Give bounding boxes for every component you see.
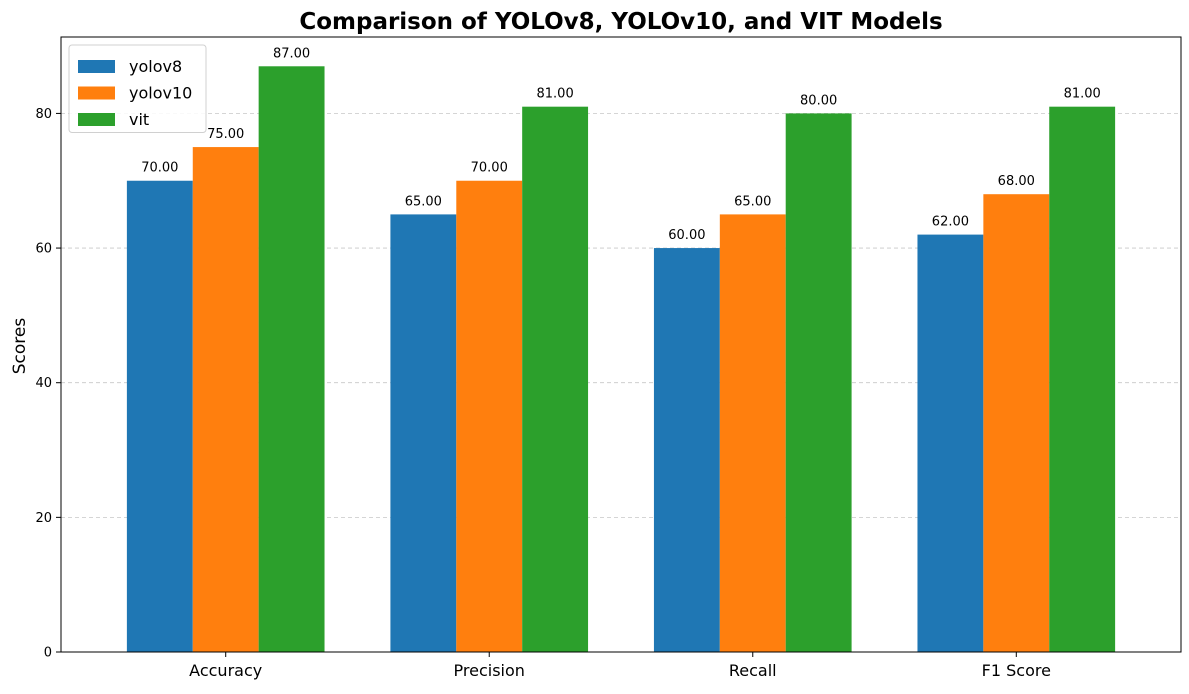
bar-vit-3 xyxy=(1049,106,1116,652)
bar-yolov8-3 xyxy=(917,234,984,652)
axes: 0 20 40 60 80 Accuracy Precision Recall F1 Score xyxy=(35,36,1182,680)
x-tick-label: Recall xyxy=(729,661,777,680)
bars xyxy=(126,66,1116,653)
bar-vit-2 xyxy=(785,113,852,652)
data-labels: 70.00 65.00 60.00 62.00 75.00 70.00 65.00 68.00… xyxy=(141,46,1101,243)
data-label: 81.00 xyxy=(1064,87,1101,102)
data-label: 87.00 xyxy=(273,46,310,61)
data-label: 60.00 xyxy=(668,228,705,243)
x-tick-label: F1 Score xyxy=(982,661,1051,680)
legend-swatch-yolov8 xyxy=(78,60,115,73)
y-tick-label: 20 xyxy=(35,511,52,526)
bar-yolov10-3 xyxy=(983,194,1050,653)
bar-yolov8-2 xyxy=(653,248,720,652)
legend-label-yolov10: yolov10 xyxy=(129,84,192,103)
x-tick-label: Precision xyxy=(454,661,525,680)
data-label: 65.00 xyxy=(734,194,771,209)
bar-vit-0 xyxy=(258,66,325,653)
bar-vit-1 xyxy=(522,106,589,652)
x-tick-label: Accuracy xyxy=(189,661,262,680)
bar-yolov8-1 xyxy=(390,214,457,652)
data-label: 75.00 xyxy=(207,127,244,142)
bar-yolov10-1 xyxy=(456,180,523,652)
bar-yolov10-2 xyxy=(719,214,786,652)
y-tick-label: 80 xyxy=(35,107,52,122)
data-label: 62.00 xyxy=(932,215,969,230)
y-tick-label: 0 xyxy=(44,646,52,661)
data-label: 65.00 xyxy=(405,194,442,209)
y-tick-label: 40 xyxy=(35,376,52,391)
legend-swatch-vit xyxy=(78,113,115,126)
bar-yolov10-0 xyxy=(192,147,259,652)
data-label: 68.00 xyxy=(998,174,1035,189)
legend: yolov8 yolov10 vit xyxy=(68,44,207,133)
legend-swatch-yolov10 xyxy=(78,86,115,100)
chart-title: Comparison of YOLOv8, YOLOv10, and VIT M… xyxy=(299,9,942,35)
data-label: 80.00 xyxy=(800,93,837,108)
legend-label-vit: vit xyxy=(129,110,149,129)
data-label: 70.00 xyxy=(471,161,508,176)
bar-yolov8-0 xyxy=(126,180,193,652)
data-label: 81.00 xyxy=(537,87,574,102)
y-tick-label: 60 xyxy=(35,242,52,257)
y-axis-label: Scores xyxy=(10,318,30,375)
data-label: 70.00 xyxy=(141,161,178,176)
plot-frame xyxy=(60,36,1182,653)
legend-label-yolov8: yolov8 xyxy=(129,57,182,76)
